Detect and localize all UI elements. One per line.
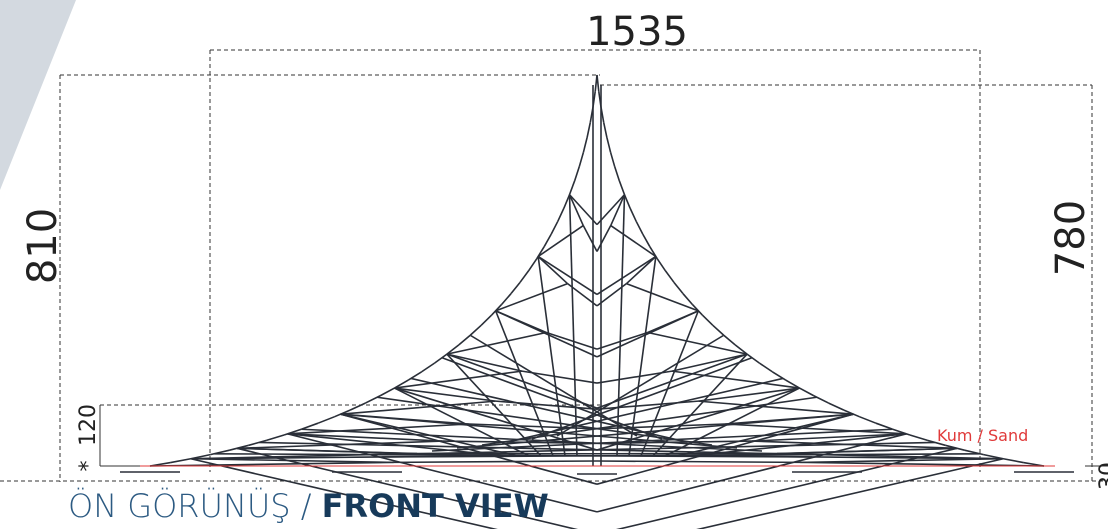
- title: ÖN GÖRÜNÜŞ / FRONT VIEW: [68, 487, 549, 525]
- rope: [266, 435, 284, 440]
- net-structure: [120, 75, 1074, 529]
- rope: [380, 388, 394, 396]
- rope: [624, 195, 630, 208]
- rope: [800, 462, 1044, 466]
- rope: [579, 152, 583, 166]
- rope: [626, 256, 655, 283]
- sand-depth-label: 30: [1096, 462, 1108, 490]
- rope: [607, 137, 611, 152]
- rope: [558, 208, 564, 221]
- rope: [597, 333, 648, 350]
- rope: [350, 403, 365, 410]
- rope: [657, 259, 665, 271]
- rope: [583, 226, 597, 252]
- rope: [674, 282, 683, 293]
- rope: [615, 167, 620, 181]
- corner-accent: [0, 0, 76, 190]
- rope: [575, 167, 580, 181]
- rope: [611, 226, 656, 257]
- rope: [150, 462, 394, 466]
- rope: [422, 363, 435, 372]
- rope: [551, 221, 558, 234]
- rope: [1003, 459, 1023, 463]
- rope: [800, 388, 814, 396]
- rope: [447, 354, 522, 371]
- rope: [318, 417, 334, 423]
- rope: [683, 294, 692, 305]
- rope: [777, 448, 957, 453]
- rope: [597, 461, 800, 462]
- width-label: 1535: [586, 9, 688, 55]
- rope: [544, 234, 551, 247]
- rope: [564, 195, 570, 208]
- total-height-label: 810: [20, 208, 66, 284]
- rope: [665, 271, 674, 283]
- height-label: 780: [1048, 200, 1094, 276]
- rope: [570, 181, 575, 195]
- rope: [619, 181, 624, 195]
- rope: [636, 221, 643, 234]
- rope: [237, 448, 417, 453]
- title-tr: ÖN GÖRÜNÜŞ /: [68, 487, 312, 525]
- rope: [546, 333, 597, 350]
- rope: [713, 325, 724, 335]
- rope: [611, 195, 625, 226]
- rope: [583, 137, 587, 152]
- rope: [538, 256, 567, 283]
- rope: [630, 208, 636, 221]
- depth-label: 120: [76, 404, 101, 446]
- rope: [171, 459, 191, 463]
- rope: [459, 335, 470, 345]
- rope: [604, 122, 607, 137]
- rope: [538, 256, 597, 294]
- rope: [570, 195, 584, 226]
- rope: [470, 325, 481, 335]
- rope: [597, 459, 1003, 529]
- rope: [724, 335, 735, 345]
- rope: [643, 234, 650, 247]
- rope: [860, 417, 876, 423]
- rope: [529, 259, 537, 271]
- rope: [394, 461, 597, 462]
- rope: [511, 282, 520, 293]
- rope: [481, 315, 491, 325]
- sand-label: Kum / Sand: [937, 426, 1028, 445]
- rope: [876, 423, 893, 429]
- rope: [759, 363, 772, 372]
- rope: [829, 403, 844, 410]
- depth-note: *: [76, 461, 101, 472]
- rope: [538, 226, 583, 257]
- rope: [597, 75, 599, 91]
- rope: [587, 122, 590, 137]
- rope: [301, 423, 318, 429]
- drawing: 1535 810 780 * 120 30 Kum / Sand ÖN GÖRÜ…: [0, 0, 1108, 529]
- rope: [597, 226, 611, 252]
- rope: [502, 294, 511, 305]
- rope: [496, 284, 568, 311]
- rope: [702, 315, 712, 325]
- rope: [597, 256, 656, 294]
- rope: [672, 354, 747, 371]
- rope: [626, 284, 698, 311]
- title-en: FRONT VIEW: [322, 487, 549, 525]
- rope: [611, 152, 615, 166]
- rope: [520, 271, 529, 283]
- rope: [910, 435, 928, 440]
